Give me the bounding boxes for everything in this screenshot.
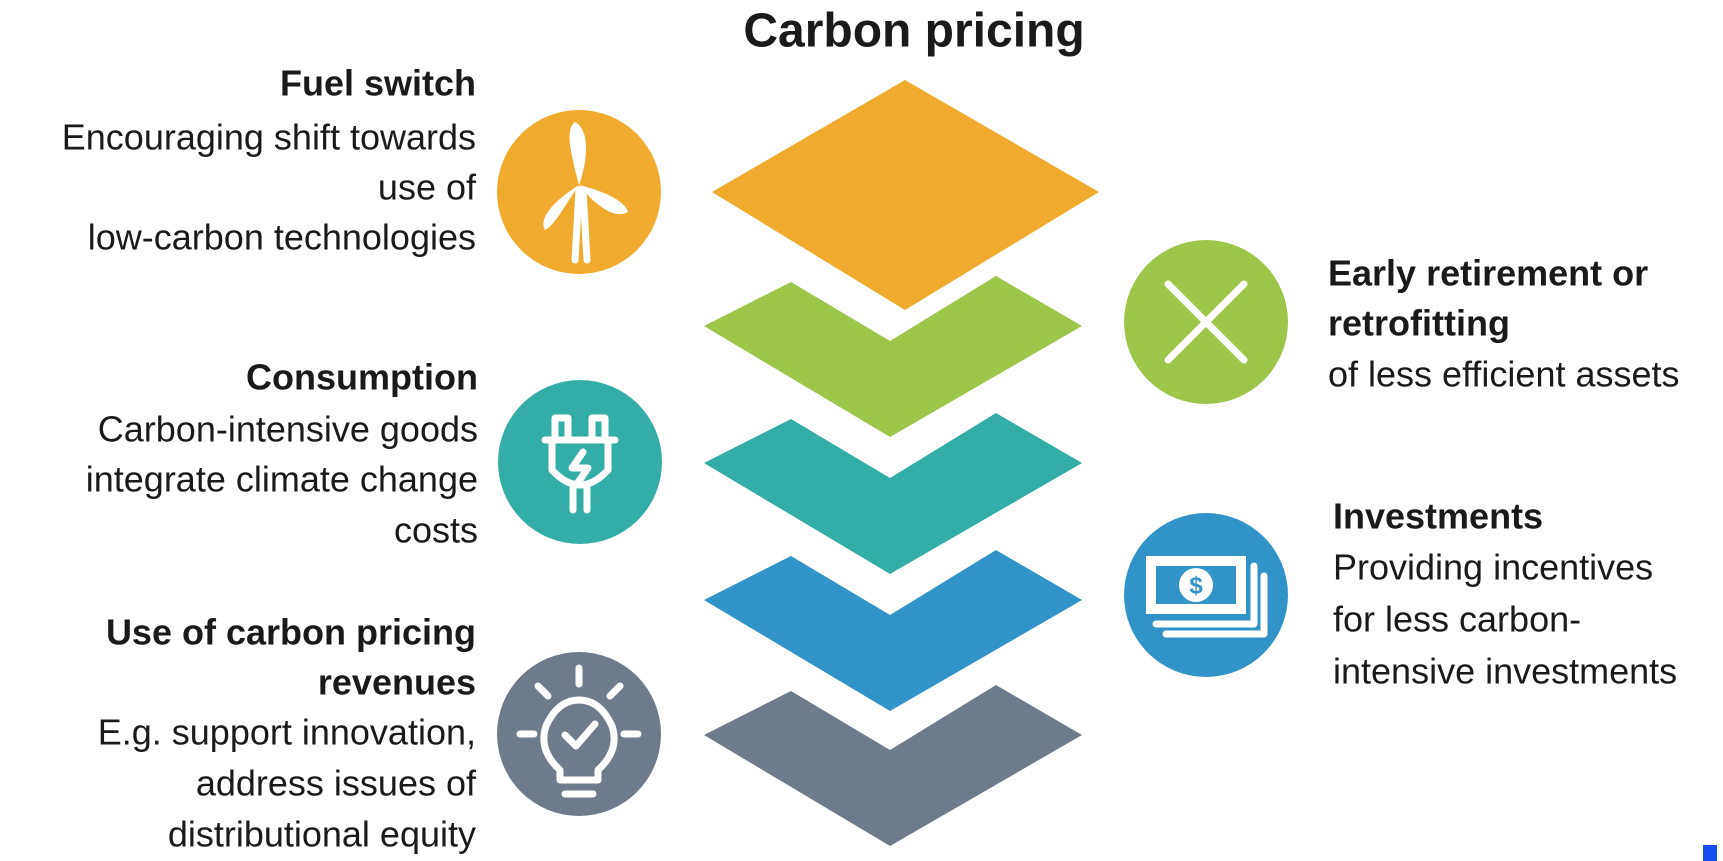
- heading: Investments: [1333, 496, 1543, 537]
- heading: retrofitting: [1328, 303, 1510, 344]
- description: E.g. support innovation,: [98, 712, 476, 753]
- heading: Early retirement or: [1328, 253, 1648, 294]
- title: Carbon pricing: [743, 5, 1084, 58]
- heading: revenues: [318, 662, 476, 703]
- description: low-carbon technologies: [88, 217, 476, 258]
- description: intensive investments: [1333, 651, 1677, 692]
- layer: [704, 550, 1082, 711]
- layer: [704, 276, 1082, 437]
- wind-icon: [497, 110, 661, 274]
- description: of less efficient assets: [1328, 354, 1680, 395]
- bulb-icon: [497, 652, 661, 816]
- corner-mark: [1703, 845, 1717, 861]
- description: address issues of: [196, 763, 477, 804]
- retire-icon: [1124, 240, 1288, 404]
- description: Carbon-intensive goods: [98, 409, 478, 450]
- description: for less carbon-: [1333, 599, 1581, 640]
- description: integrate climate change: [86, 459, 478, 500]
- heading: Consumption: [246, 357, 478, 398]
- description: Encouraging shift towards: [62, 117, 476, 158]
- heading: Use of carbon pricing: [106, 612, 476, 653]
- heading: Fuel switch: [280, 63, 476, 104]
- description: use of: [378, 167, 477, 208]
- svg-text:$: $: [1189, 572, 1203, 599]
- layer: [712, 80, 1099, 310]
- description: Providing incentives: [1333, 547, 1653, 588]
- layer: [704, 413, 1082, 574]
- plug-icon: [498, 380, 662, 544]
- description: distributional equity: [168, 814, 476, 855]
- layer: [704, 685, 1082, 846]
- description: costs: [394, 510, 478, 551]
- money-icon: $: [1124, 513, 1288, 677]
